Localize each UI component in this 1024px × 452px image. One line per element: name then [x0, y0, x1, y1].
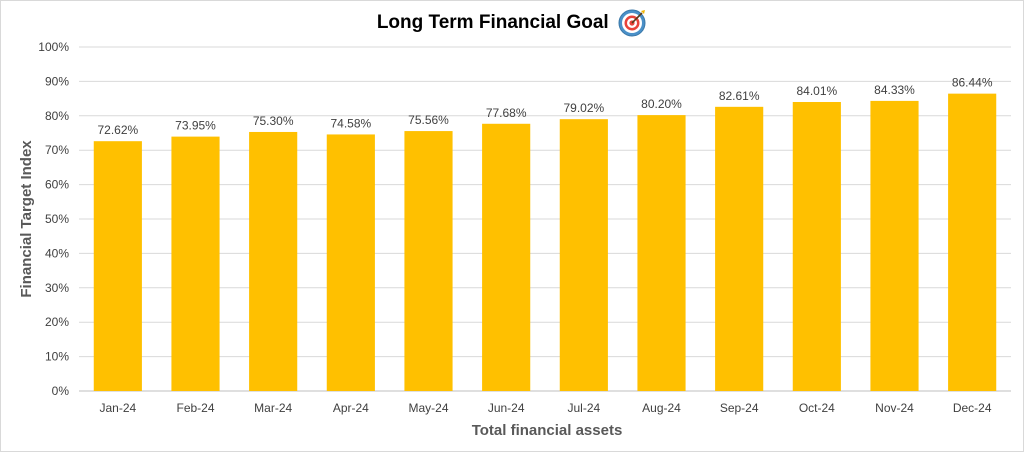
- data-label: 84.01%: [796, 84, 837, 98]
- x-tick-label: Mar-24: [254, 401, 292, 415]
- bar: [715, 106, 764, 392]
- data-label: 73.95%: [175, 119, 216, 133]
- gridlines: [79, 46, 1011, 392]
- bar: [637, 115, 686, 391]
- bar: [326, 134, 375, 391]
- y-tick-label: 30%: [45, 281, 69, 295]
- data-label: 74.58%: [330, 116, 371, 130]
- bar: [792, 102, 841, 391]
- data-label: 86.44%: [952, 76, 993, 90]
- x-tick-label: May-24: [408, 401, 448, 415]
- y-axis-ticks: 0% 10% 20% 30% 40% 50% 60% 70% 80% 90% 100%: [38, 40, 69, 398]
- y-tick-label: 0%: [52, 384, 70, 398]
- y-tick-label: 70%: [45, 143, 69, 157]
- x-tick-label: Jul-24: [567, 401, 600, 415]
- bar: [404, 131, 453, 391]
- bar: [948, 93, 997, 392]
- data-label: 75.30%: [253, 114, 294, 128]
- chart-title: Long Term Financial Goal: [376, 12, 609, 33]
- data-label: 77.68%: [486, 106, 527, 120]
- bar: [482, 123, 531, 392]
- y-tick-label: 90%: [45, 74, 69, 88]
- data-label: 84.33%: [874, 83, 915, 97]
- x-tick-label: Nov-24: [875, 401, 914, 415]
- bar: [171, 136, 220, 391]
- y-tick-label: 50%: [45, 212, 69, 226]
- x-tick-label: Dec-24: [953, 401, 992, 415]
- y-tick-label: 20%: [45, 315, 69, 329]
- x-tick-label: Feb-24: [176, 401, 214, 415]
- data-label: 82.61%: [719, 89, 760, 103]
- y-tick-label: 40%: [45, 246, 69, 260]
- y-axis-title: Financial Target Index: [18, 140, 35, 298]
- bar: [559, 119, 608, 391]
- y-tick-label: 60%: [45, 178, 69, 192]
- y-tick-label: 80%: [45, 109, 69, 123]
- data-label: 75.56%: [408, 113, 449, 127]
- data-label: 80.20%: [641, 97, 682, 111]
- data-label: 72.62%: [97, 123, 138, 137]
- x-tick-label: Oct-24: [799, 401, 835, 415]
- x-tick-label: Jan-24: [99, 401, 136, 415]
- x-tick-label: Sep-24: [720, 401, 759, 415]
- title-row: Long Term Financial Goal: [1, 6, 1023, 40]
- y-tick-label: 100%: [38, 40, 69, 54]
- x-tick-label: Aug-24: [642, 401, 681, 415]
- bar: [870, 100, 919, 392]
- x-axis-ticks: Jan-24 Feb-24 Mar-24 Apr-24 May-24 Jun-24 Jul-…: [99, 401, 991, 415]
- bars: [93, 93, 997, 392]
- data-label: 79.02%: [563, 101, 604, 115]
- y-tick-label: 10%: [45, 350, 69, 364]
- x-tick-label: Jun-24: [488, 401, 525, 415]
- target-dart-icon: [618, 9, 646, 37]
- bar: [93, 141, 142, 391]
- data-labels: 72.62% 73.95% 75.30% 74.58% 75.56% 77.68% 79.0…: [97, 76, 992, 138]
- x-tick-label: Apr-24: [333, 401, 369, 415]
- x-axis-title: Total financial assets: [472, 422, 623, 439]
- bar: [249, 131, 298, 391]
